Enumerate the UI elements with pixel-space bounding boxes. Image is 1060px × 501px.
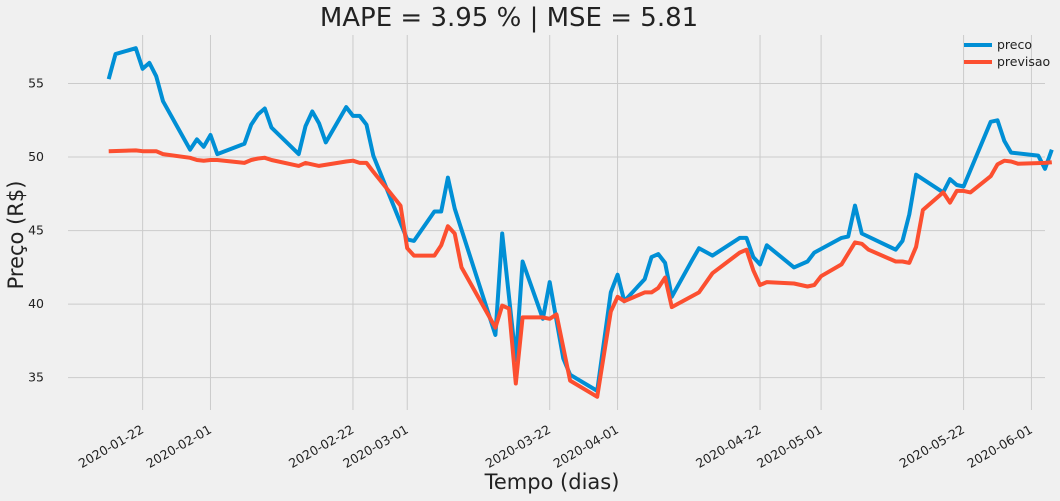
y-tick-label: 40 (28, 296, 44, 311)
series-line-previsao (108, 148, 1053, 399)
y-tick-label: 35 (28, 370, 44, 385)
x-gridlines (142, 35, 1032, 410)
x-axis-label: Tempo (dias) (484, 470, 620, 494)
y-tick-label: 45 (28, 223, 44, 238)
y-tick-labels: 35 40 45 50 55 (28, 76, 44, 385)
y-tick-label: 50 (28, 149, 44, 164)
series-layer (106, 46, 1054, 399)
legend: preco previsao (964, 37, 1050, 69)
y-gridlines (68, 83, 1045, 379)
chart-title: MAPE = 3.95 % | MSE = 5.81 (320, 3, 698, 33)
legend-label-previsao: previsao (997, 54, 1050, 69)
y-axis-label: Preço (R$) (4, 181, 28, 290)
y-tick-label: 55 (28, 76, 44, 91)
legend-label-preco: preco (997, 37, 1032, 52)
